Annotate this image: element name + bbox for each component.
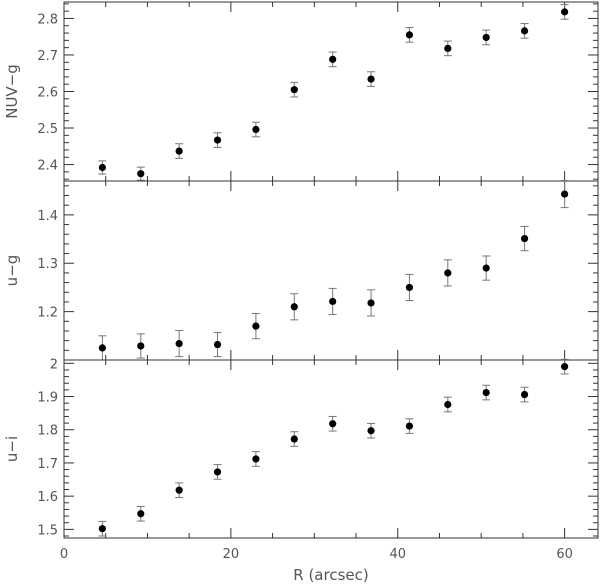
y-tick-label: 1.8 [37,424,58,439]
data-point [561,363,569,371]
y-tick-label: 1.3 [37,257,58,272]
y-tick-label: 1.4 [37,209,58,224]
data-point [482,264,490,272]
y-axis-label: u−g [3,255,21,287]
data-point [367,427,375,435]
data-point [520,390,529,399]
chart-panels: 2.42.52.62.72.8NUV−g1.21.31.4u−g1.51.61.… [3,1,599,562]
x-tick-label: 40 [389,547,406,562]
data-point [444,400,452,409]
y-tick-label: 1.5 [37,523,58,538]
data-point [405,283,414,292]
y-tick-label: 2.5 [37,122,58,137]
data-point [213,136,222,144]
data-point [520,234,529,243]
data-point [252,322,260,330]
panel-3: 1.5 1.6 1.7 1.8 1.9 2 u−i [3,357,599,539]
y-tick-label: 1.9 [37,391,58,406]
data-point [329,55,337,63]
data-point [329,420,337,428]
y-tick-label: 1.7 [37,457,58,472]
data-point [405,31,414,39]
x-tick-label: 20 [223,547,240,562]
data-point [175,147,183,155]
data-point [405,422,414,430]
data-point [137,342,145,350]
y-tick-label: 1.2 [37,306,58,321]
data-point [175,339,183,348]
data-point [175,486,183,494]
data-point [213,468,222,476]
data-point [213,340,222,349]
data-point [290,435,298,443]
panel-2: 1.2 1.3 1.4 u−g [3,180,599,361]
data-point [482,33,490,42]
panel-1: 2.4 2.5 2.6 2.7 2.8 NUV−g [3,1,599,182]
panel-frame [63,359,599,539]
data-point [98,525,106,533]
y-axis-label: NUV−g [3,64,21,119]
data-point [444,44,452,52]
data-point [290,86,298,94]
data-point [137,510,145,518]
data-point [290,303,298,311]
data-point [329,297,337,306]
y-axis-label: u−i [3,436,21,462]
panel-frame [63,180,599,361]
x-tick-label: 0 [60,547,68,562]
y-tick-label: 2.8 [37,12,58,27]
y-tick-label: 1.6 [37,490,58,505]
data-point [482,388,490,397]
data-point [98,344,106,352]
x-axis-label: R (arcsec) [293,566,368,584]
data-point [137,170,145,178]
y-tick-label: 2 [50,357,58,372]
data-point [561,8,569,16]
y-tick-label: 2.4 [37,159,58,174]
data-point [561,190,569,198]
y-tick-label: 2.6 [37,86,58,101]
data-point [444,269,452,277]
data-point [367,75,375,83]
x-tick-label: 60 [556,547,573,562]
y-tick-label: 2.7 [37,49,58,64]
data-point [252,455,260,463]
data-point [367,299,375,307]
panel-frame [63,1,599,182]
data-point [98,163,106,172]
data-point [252,125,260,134]
data-point [520,27,529,35]
